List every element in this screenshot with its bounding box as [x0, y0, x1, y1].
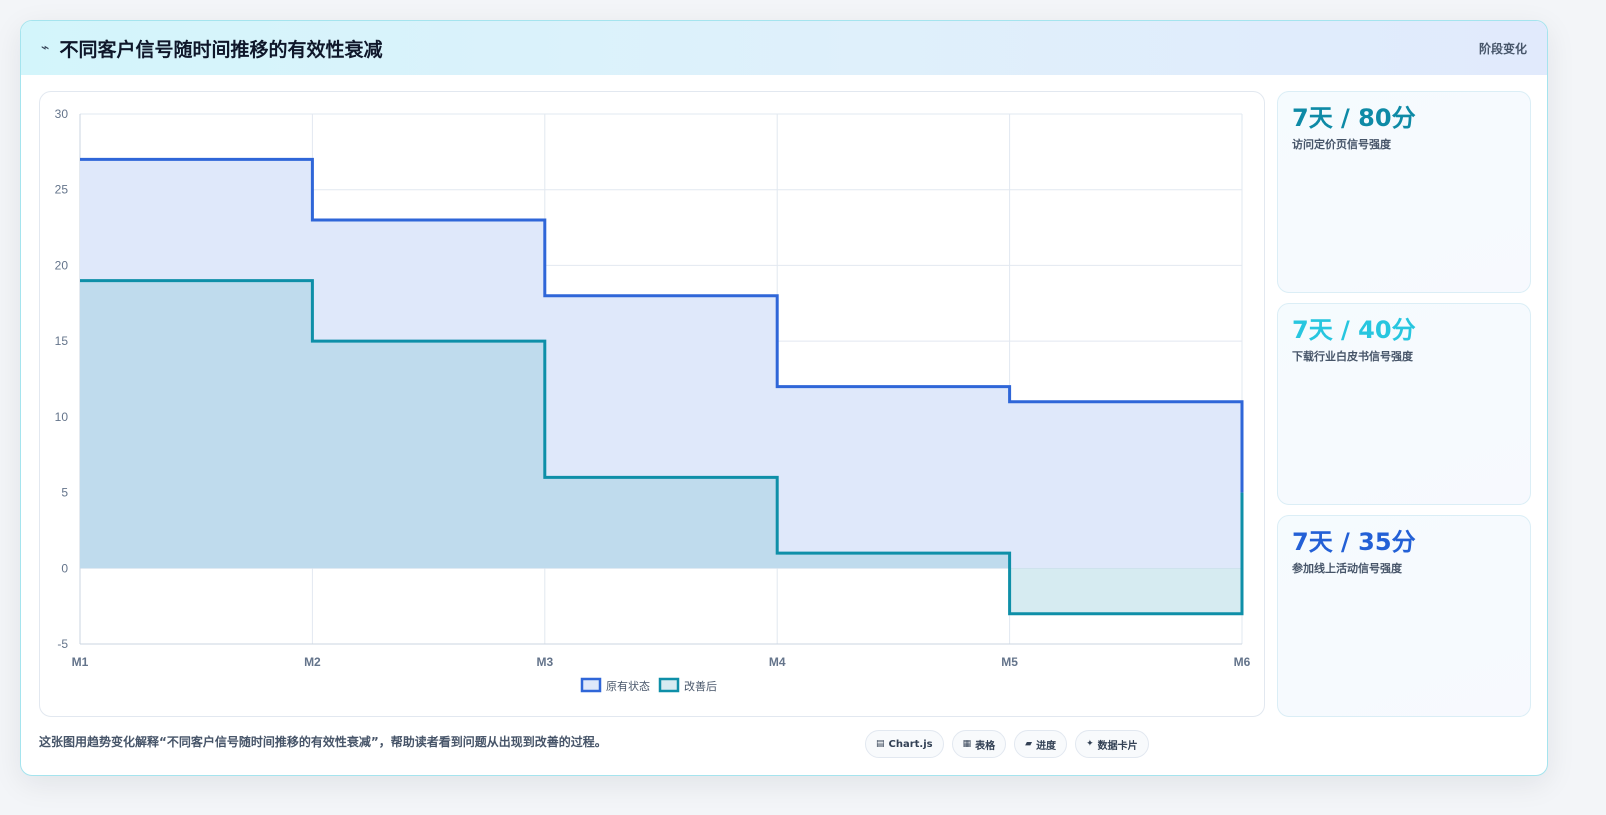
- stat-card-pricing: 7天 / 80分 访问定价页信号强度: [1277, 91, 1531, 293]
- step-area-chart: 30 25 20 15 10 5 0 -5 M1 M2 M3 M4 M5 M6 原有状态 改善后: [55, 107, 1251, 693]
- page-title: 不同客户信号随时间推移的有效性衰减: [59, 38, 383, 61]
- progress-icon: ▰: [1025, 739, 1033, 749]
- x-tick-label: M1: [72, 655, 89, 669]
- chip-label: 表格: [975, 740, 996, 752]
- stat-label: 访问定价页信号强度: [1292, 138, 1391, 151]
- chart-caption: 这张图用趋势变化解释“不同客户信号随时间推移的有效性衰减”，帮助读者看到问题从出…: [39, 735, 607, 749]
- chip-chartjs[interactable]: ▤ Chart.js: [865, 730, 944, 758]
- stat-value: 7天 / 40分: [1292, 316, 1416, 344]
- y-tick-label: 0: [61, 561, 68, 575]
- x-tick-label: M5: [1001, 655, 1018, 669]
- stat-label: 下载行业白皮书信号强度: [1292, 350, 1413, 363]
- title-wrap: ⌁ 不同客户信号随时间推移的有效性衰减: [41, 35, 382, 62]
- x-tick-label: M2: [304, 655, 321, 669]
- legend-swatch-1: [580, 677, 602, 693]
- chip-progress[interactable]: ▰ 进度: [1014, 730, 1068, 758]
- y-tick-label: 20: [55, 258, 69, 272]
- stat-label: 参加线上活动信号强度: [1292, 562, 1402, 575]
- card-header: ⌁ 不同客户信号随时间推移的有效性衰减 阶段变化: [21, 21, 1547, 75]
- stat-card-webinar: 7天 / 35分 参加线上活动信号强度: [1277, 515, 1531, 717]
- y-tick-label: 30: [55, 107, 69, 121]
- stat-value: 7天 / 35分: [1292, 528, 1416, 556]
- legend-label-1: 原有状态: [606, 679, 650, 693]
- x-tick-label: M6: [1234, 655, 1251, 669]
- signal-decay-icon: ⌁: [41, 40, 50, 56]
- y-tick-label: -5: [57, 637, 68, 651]
- chip-label: 进度: [1036, 740, 1057, 752]
- tag-chips: ▤ Chart.js ▦ 表格 ▰ 进度 ✦ 数据卡片: [865, 730, 1149, 758]
- y-tick-label: 5: [61, 486, 68, 500]
- x-tick-label: M3: [536, 655, 553, 669]
- y-tick-label: 10: [55, 410, 69, 424]
- x-tick-label: M4: [769, 655, 786, 669]
- chip-data-card[interactable]: ✦ 数据卡片: [1075, 730, 1149, 758]
- series-line-2: [80, 279, 1244, 616]
- dashboard-card: ⌁ 不同客户信号随时间推移的有效性衰减 阶段变化 30 25 20 15 10 5 0 -5 M…: [20, 20, 1548, 776]
- series-area-1: [80, 159, 1242, 569]
- chip-label: 数据卡片: [1097, 740, 1138, 752]
- legend-label-2: 改善后: [684, 679, 717, 693]
- series-area-2: [80, 280, 1242, 614]
- stat-card-whitepaper: 7天 / 40分 下载行业白皮书信号强度: [1277, 303, 1531, 505]
- stat-value: 7天 / 80分: [1292, 104, 1416, 132]
- sparkle-icon: ✦: [1086, 739, 1094, 749]
- chart-icon: ▤: [876, 739, 885, 749]
- series-line-1: [80, 157, 1244, 493]
- chip-label: Chart.js: [888, 738, 933, 750]
- chip-table[interactable]: ▦ 表格: [951, 730, 1007, 758]
- stage-change-tag: 阶段变化: [1478, 41, 1527, 56]
- legend-swatch-2: [658, 677, 680, 693]
- chart-panel: 30 25 20 15 10 5 0 -5 M1 M2 M3 M4 M5 M6 原有状态 改善后: [39, 91, 1265, 717]
- y-tick-label: 25: [55, 183, 69, 197]
- table-icon: ▦: [962, 739, 972, 749]
- y-tick-label: 15: [55, 334, 69, 348]
